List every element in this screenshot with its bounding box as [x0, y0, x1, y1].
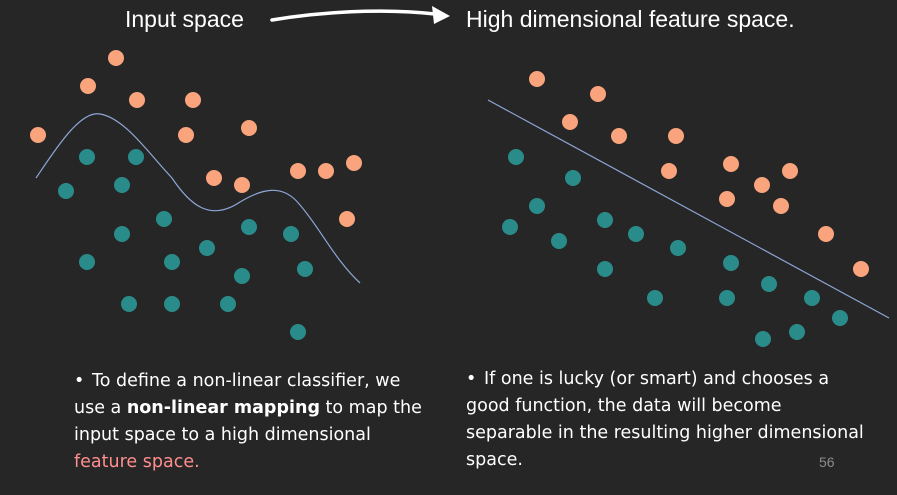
class-b-point [551, 233, 567, 249]
bullet-marker: • [466, 369, 477, 389]
class-a-point [318, 163, 334, 179]
class-b-point [628, 226, 644, 242]
class-b-point [164, 254, 180, 270]
bullet-text-bold: non-linear mapping [126, 398, 320, 418]
feature-space-points [502, 71, 869, 347]
input-space-title: Input space [125, 6, 244, 32]
class-a-point [754, 177, 770, 193]
class-a-point [818, 226, 834, 242]
class-b-point [529, 198, 545, 214]
class-a-point [661, 163, 677, 179]
class-a-point [80, 78, 96, 94]
class-b-point [121, 296, 137, 312]
class-b-point [241, 219, 257, 235]
feature-space-boundary [487, 99, 890, 319]
class-b-point [502, 219, 518, 235]
arrow-head [432, 6, 450, 24]
class-b-point [290, 324, 306, 340]
class-a-point [185, 92, 201, 108]
class-b-point [761, 276, 777, 292]
class-a-point [241, 120, 257, 136]
bullet-text-highlight: feature space. [74, 452, 200, 472]
class-a-point [290, 163, 306, 179]
class-a-point [773, 198, 789, 214]
bullet-marker: • [74, 371, 85, 391]
class-a-point [782, 163, 798, 179]
input-space-boundary [35, 113, 361, 284]
class-b-point [597, 261, 613, 277]
class-a-point [206, 170, 222, 186]
class-b-point [297, 261, 313, 277]
class-b-point [723, 255, 739, 271]
class-b-point [220, 296, 236, 312]
arrow-shaft [270, 9, 437, 22]
class-b-point [789, 324, 805, 340]
bullet-nonlinear-mapping: • To define a non-linear classifier, we u… [74, 368, 434, 476]
class-b-point [234, 268, 250, 284]
class-a-point [562, 114, 578, 130]
class-b-point [164, 296, 180, 312]
page-number: 56 [819, 454, 835, 470]
class-a-point [668, 128, 684, 144]
class-a-point [346, 155, 362, 171]
class-b-point [58, 183, 74, 199]
class-b-point [565, 170, 581, 186]
linear-boundary-line [487, 99, 890, 319]
class-a-point [339, 211, 355, 227]
mapping-arrow-icon [270, 6, 450, 24]
class-b-point [79, 149, 95, 165]
class-b-point [597, 212, 613, 228]
class-a-point [129, 92, 145, 108]
class-a-point [529, 71, 545, 87]
class-b-point [755, 331, 771, 347]
class-b-point [199, 240, 215, 256]
class-b-point [832, 310, 848, 326]
bullet-text: If one is lucky (or smart) and chooses a… [466, 369, 864, 470]
class-a-point [723, 156, 739, 172]
class-a-point [30, 127, 46, 143]
bullet-text-part1: To define a non-linear classifier, we us… [74, 371, 401, 418]
bullet-text-part2: to map the input space to a high dimensi… [74, 398, 422, 445]
class-b-point [647, 290, 663, 306]
class-b-point [670, 240, 686, 256]
bullet-separable: • If one is lucky (or smart) and chooses … [466, 366, 866, 474]
class-a-point [108, 50, 124, 66]
class-b-point [804, 290, 820, 306]
nonlinear-boundary-curve [35, 113, 361, 284]
class-b-point [114, 226, 130, 242]
class-b-point [156, 211, 172, 227]
class-b-point [719, 290, 735, 306]
feature-space-title: High dimensional feature space. [466, 6, 795, 32]
class-a-point [611, 128, 627, 144]
class-a-point [853, 261, 869, 277]
class-a-point [178, 127, 194, 143]
class-a-point [719, 191, 735, 207]
class-a-point [590, 86, 606, 102]
class-a-point [234, 177, 250, 193]
input-space-points [30, 50, 362, 340]
class-b-point [128, 149, 144, 165]
class-b-point [114, 177, 130, 193]
class-b-point [79, 254, 95, 270]
class-b-point [283, 226, 299, 242]
class-b-point [508, 149, 524, 165]
